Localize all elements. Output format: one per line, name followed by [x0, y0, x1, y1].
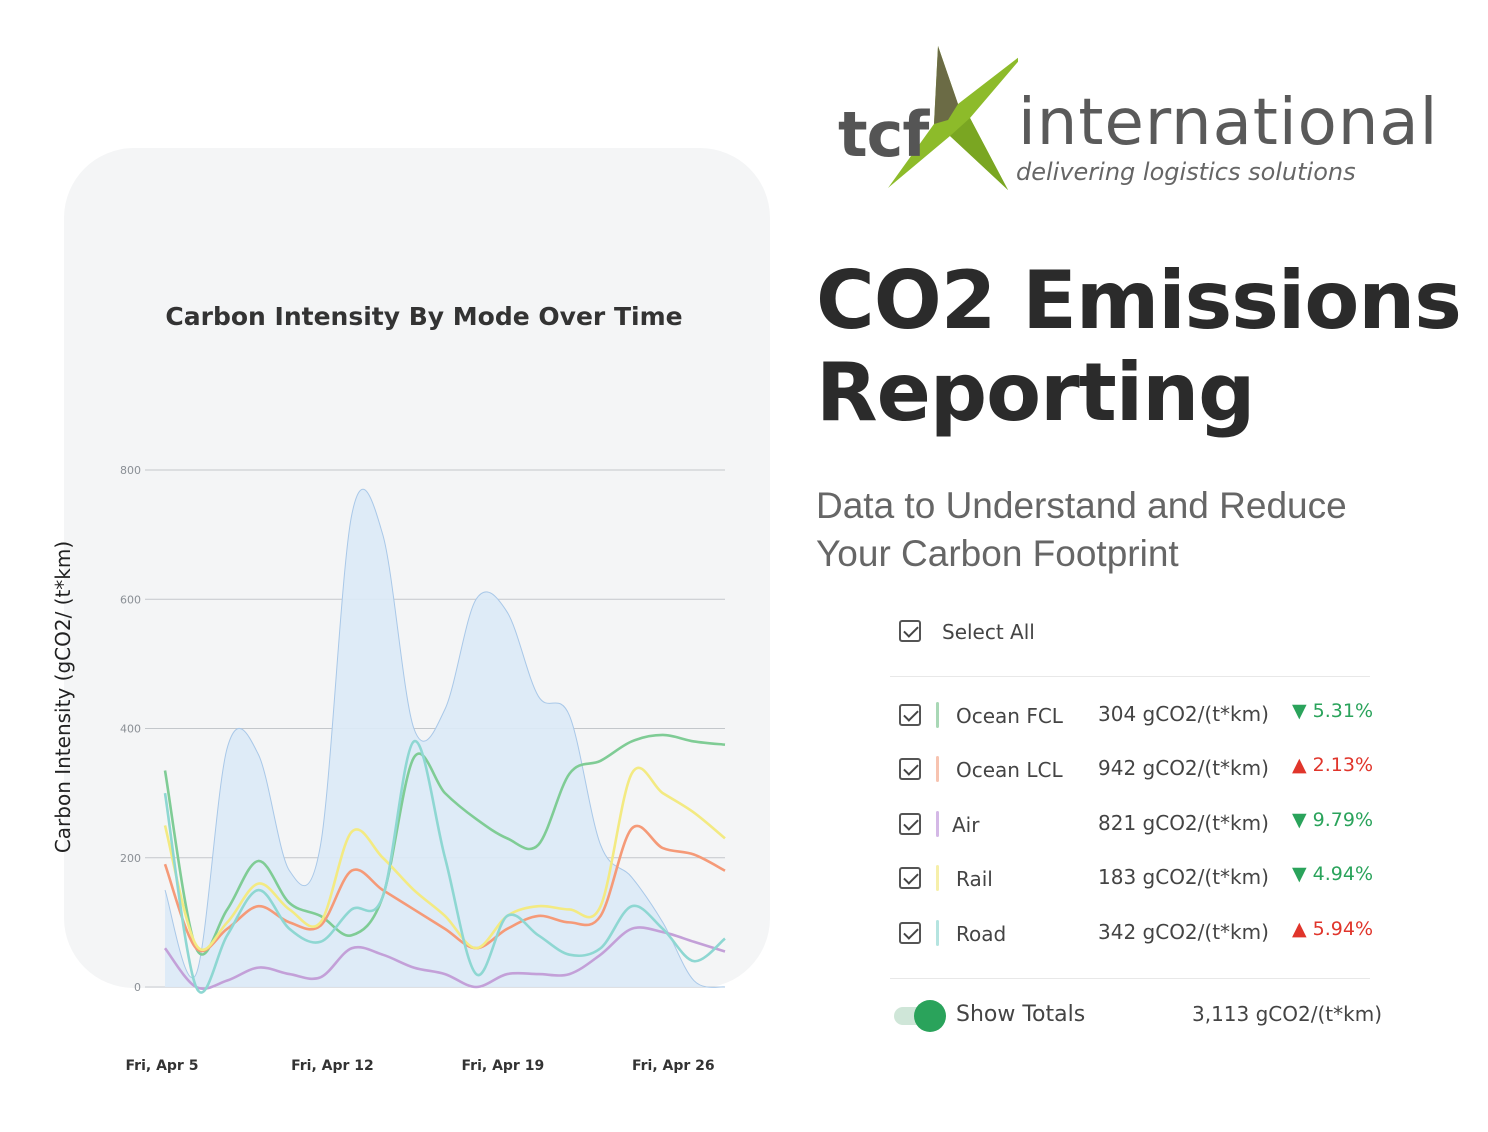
x-tick-label: Fri, Apr 19 [462, 1058, 545, 1074]
mode-change-value: 5.31% [1312, 700, 1374, 722]
mode-checkbox-ocean-fcl[interactable] [899, 704, 921, 726]
series-outline-total [164, 488, 726, 988]
show-totals-toggle-knob[interactable] [914, 1000, 946, 1032]
tcf-x-logo-icon [888, 46, 1018, 190]
page-subtitle-line1: Data to Understand and Reduce [816, 485, 1347, 526]
mode-change: ▲ 2.13% [1292, 754, 1373, 776]
triangle-up-icon: ▲ [1292, 754, 1307, 776]
mode-color-swatch [936, 811, 939, 837]
series-area-total [165, 489, 725, 988]
mode-label: Ocean FCL [956, 704, 1063, 728]
x-tick-label: Fri, Apr 5 [126, 1058, 199, 1074]
series-line-road [163, 740, 726, 994]
y-tick-label: 0 [134, 981, 141, 994]
mode-change: ▼ 9.79% [1292, 809, 1373, 831]
series-line-ocean_fcl [163, 733, 726, 956]
mode-checkbox-road[interactable] [899, 922, 921, 944]
y-tick-label: 600 [120, 593, 141, 606]
mode-change-value: 2.13% [1312, 754, 1374, 776]
mode-label: Air [952, 813, 980, 837]
series-line-rail [163, 766, 726, 952]
mode-color-swatch [936, 920, 939, 946]
y-tick-label: 400 [120, 723, 141, 736]
mode-checkbox-ocean-lcl[interactable] [899, 758, 921, 780]
series-line-air [163, 926, 726, 991]
logo-tagline: delivering logistics solutions [1016, 158, 1356, 186]
mode-value: 304 gCO2/(t*km) [1098, 702, 1269, 726]
mode-value: 821 gCO2/(t*km) [1098, 811, 1269, 835]
mode-value: 942 gCO2/(t*km) [1098, 756, 1269, 780]
mode-color-swatch [936, 702, 939, 728]
show-totals-label: Show Totals [956, 1002, 1086, 1027]
y-tick-label: 800 [120, 464, 141, 477]
x-tick-label: Fri, Apr 12 [291, 1058, 374, 1074]
mode-value: 342 gCO2/(t*km) [1098, 920, 1269, 944]
company-logo: tcf international delivering logistics s… [838, 40, 1437, 200]
mode-change-value: 5.94% [1312, 918, 1374, 940]
triangle-down-icon: ▼ [1292, 809, 1307, 831]
logo-name: international [1018, 86, 1439, 160]
page-title-line2: Reporting [816, 346, 1255, 439]
chart-title: Carbon Intensity By Mode Over Time [165, 302, 683, 331]
mode-label: Rail [956, 867, 993, 891]
page-subtitle: Data to Understand and Reduce Your Carbo… [816, 482, 1456, 578]
mode-label: Ocean LCL [956, 758, 1063, 782]
mode-change: ▲ 5.94% [1292, 918, 1373, 940]
logo-brand: tcf [838, 98, 929, 171]
page-subtitle-line2: Your Carbon Footprint [816, 533, 1179, 574]
mode-change-value: 9.79% [1312, 809, 1374, 831]
mode-change: ▼ 5.31% [1292, 700, 1373, 722]
page-title: CO2 Emissions Reporting [816, 255, 1476, 439]
page-title-line1: CO2 Emissions [816, 254, 1462, 347]
mode-change: ▼ 4.94% [1292, 863, 1373, 885]
divider [890, 676, 1370, 677]
triangle-down-icon: ▼ [1292, 700, 1307, 722]
select-all-checkbox[interactable] [899, 620, 921, 642]
mode-label: Road [956, 922, 1007, 946]
series-line-ocean_lcl [163, 824, 726, 953]
y-tick-label: 200 [120, 852, 141, 865]
mode-checkbox-rail[interactable] [899, 867, 921, 889]
mode-value: 183 gCO2/(t*km) [1098, 865, 1269, 889]
totals-value: 3,113 gCO2/(t*km) [1192, 1002, 1382, 1026]
mode-color-swatch [936, 756, 939, 782]
divider [890, 978, 1370, 979]
mode-change-value: 4.94% [1312, 863, 1374, 885]
select-all-label: Select All [942, 620, 1035, 644]
mode-color-swatch [936, 865, 939, 891]
y-axis-label: Carbon Intensity (gCO2/ (t*km) [51, 540, 75, 854]
triangle-down-icon: ▼ [1292, 863, 1307, 885]
x-tick-label: Fri, Apr 26 [632, 1058, 715, 1074]
triangle-up-icon: ▲ [1292, 918, 1307, 940]
mode-checkbox-air[interactable] [899, 813, 921, 835]
